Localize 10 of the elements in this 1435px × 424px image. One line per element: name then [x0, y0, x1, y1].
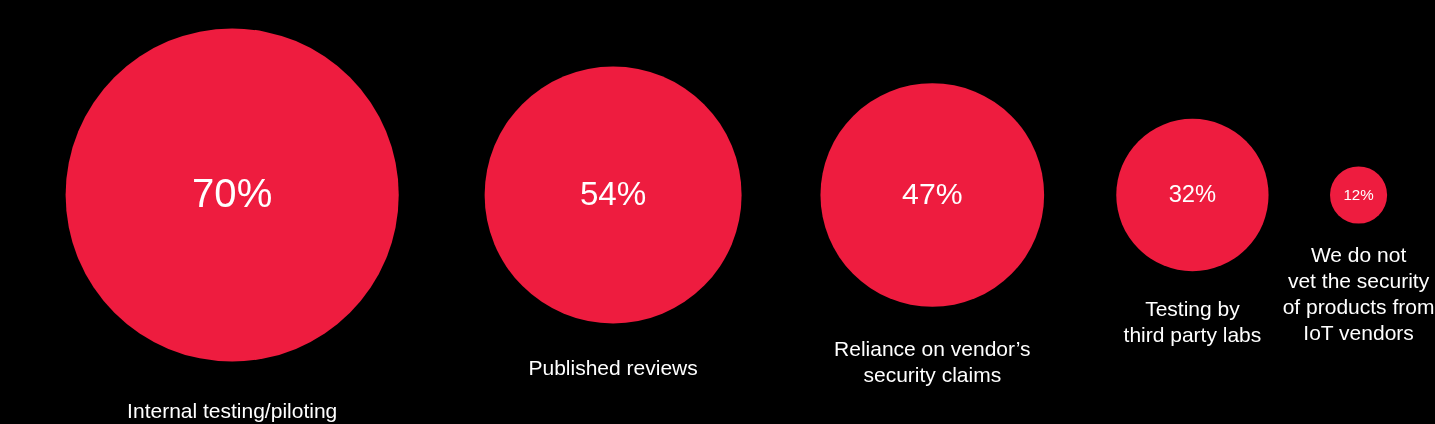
- data-label: 32%: [1168, 181, 1217, 207]
- category-label: We do not vet the security of products from IoT vendors: [1282, 243, 1435, 345]
- data-label: 54%: [579, 175, 647, 212]
- category-label: Published reviews: [528, 355, 698, 379]
- data-label: 12%: [1343, 186, 1374, 203]
- data-label: 47%: [902, 177, 963, 210]
- category-label: Testing by third party labs: [1123, 296, 1262, 346]
- category-label: Internal testing/piloting: [127, 398, 338, 422]
- data-label: 70%: [192, 171, 273, 215]
- category-label: Reliance on vendor’s security claims: [834, 337, 1031, 387]
